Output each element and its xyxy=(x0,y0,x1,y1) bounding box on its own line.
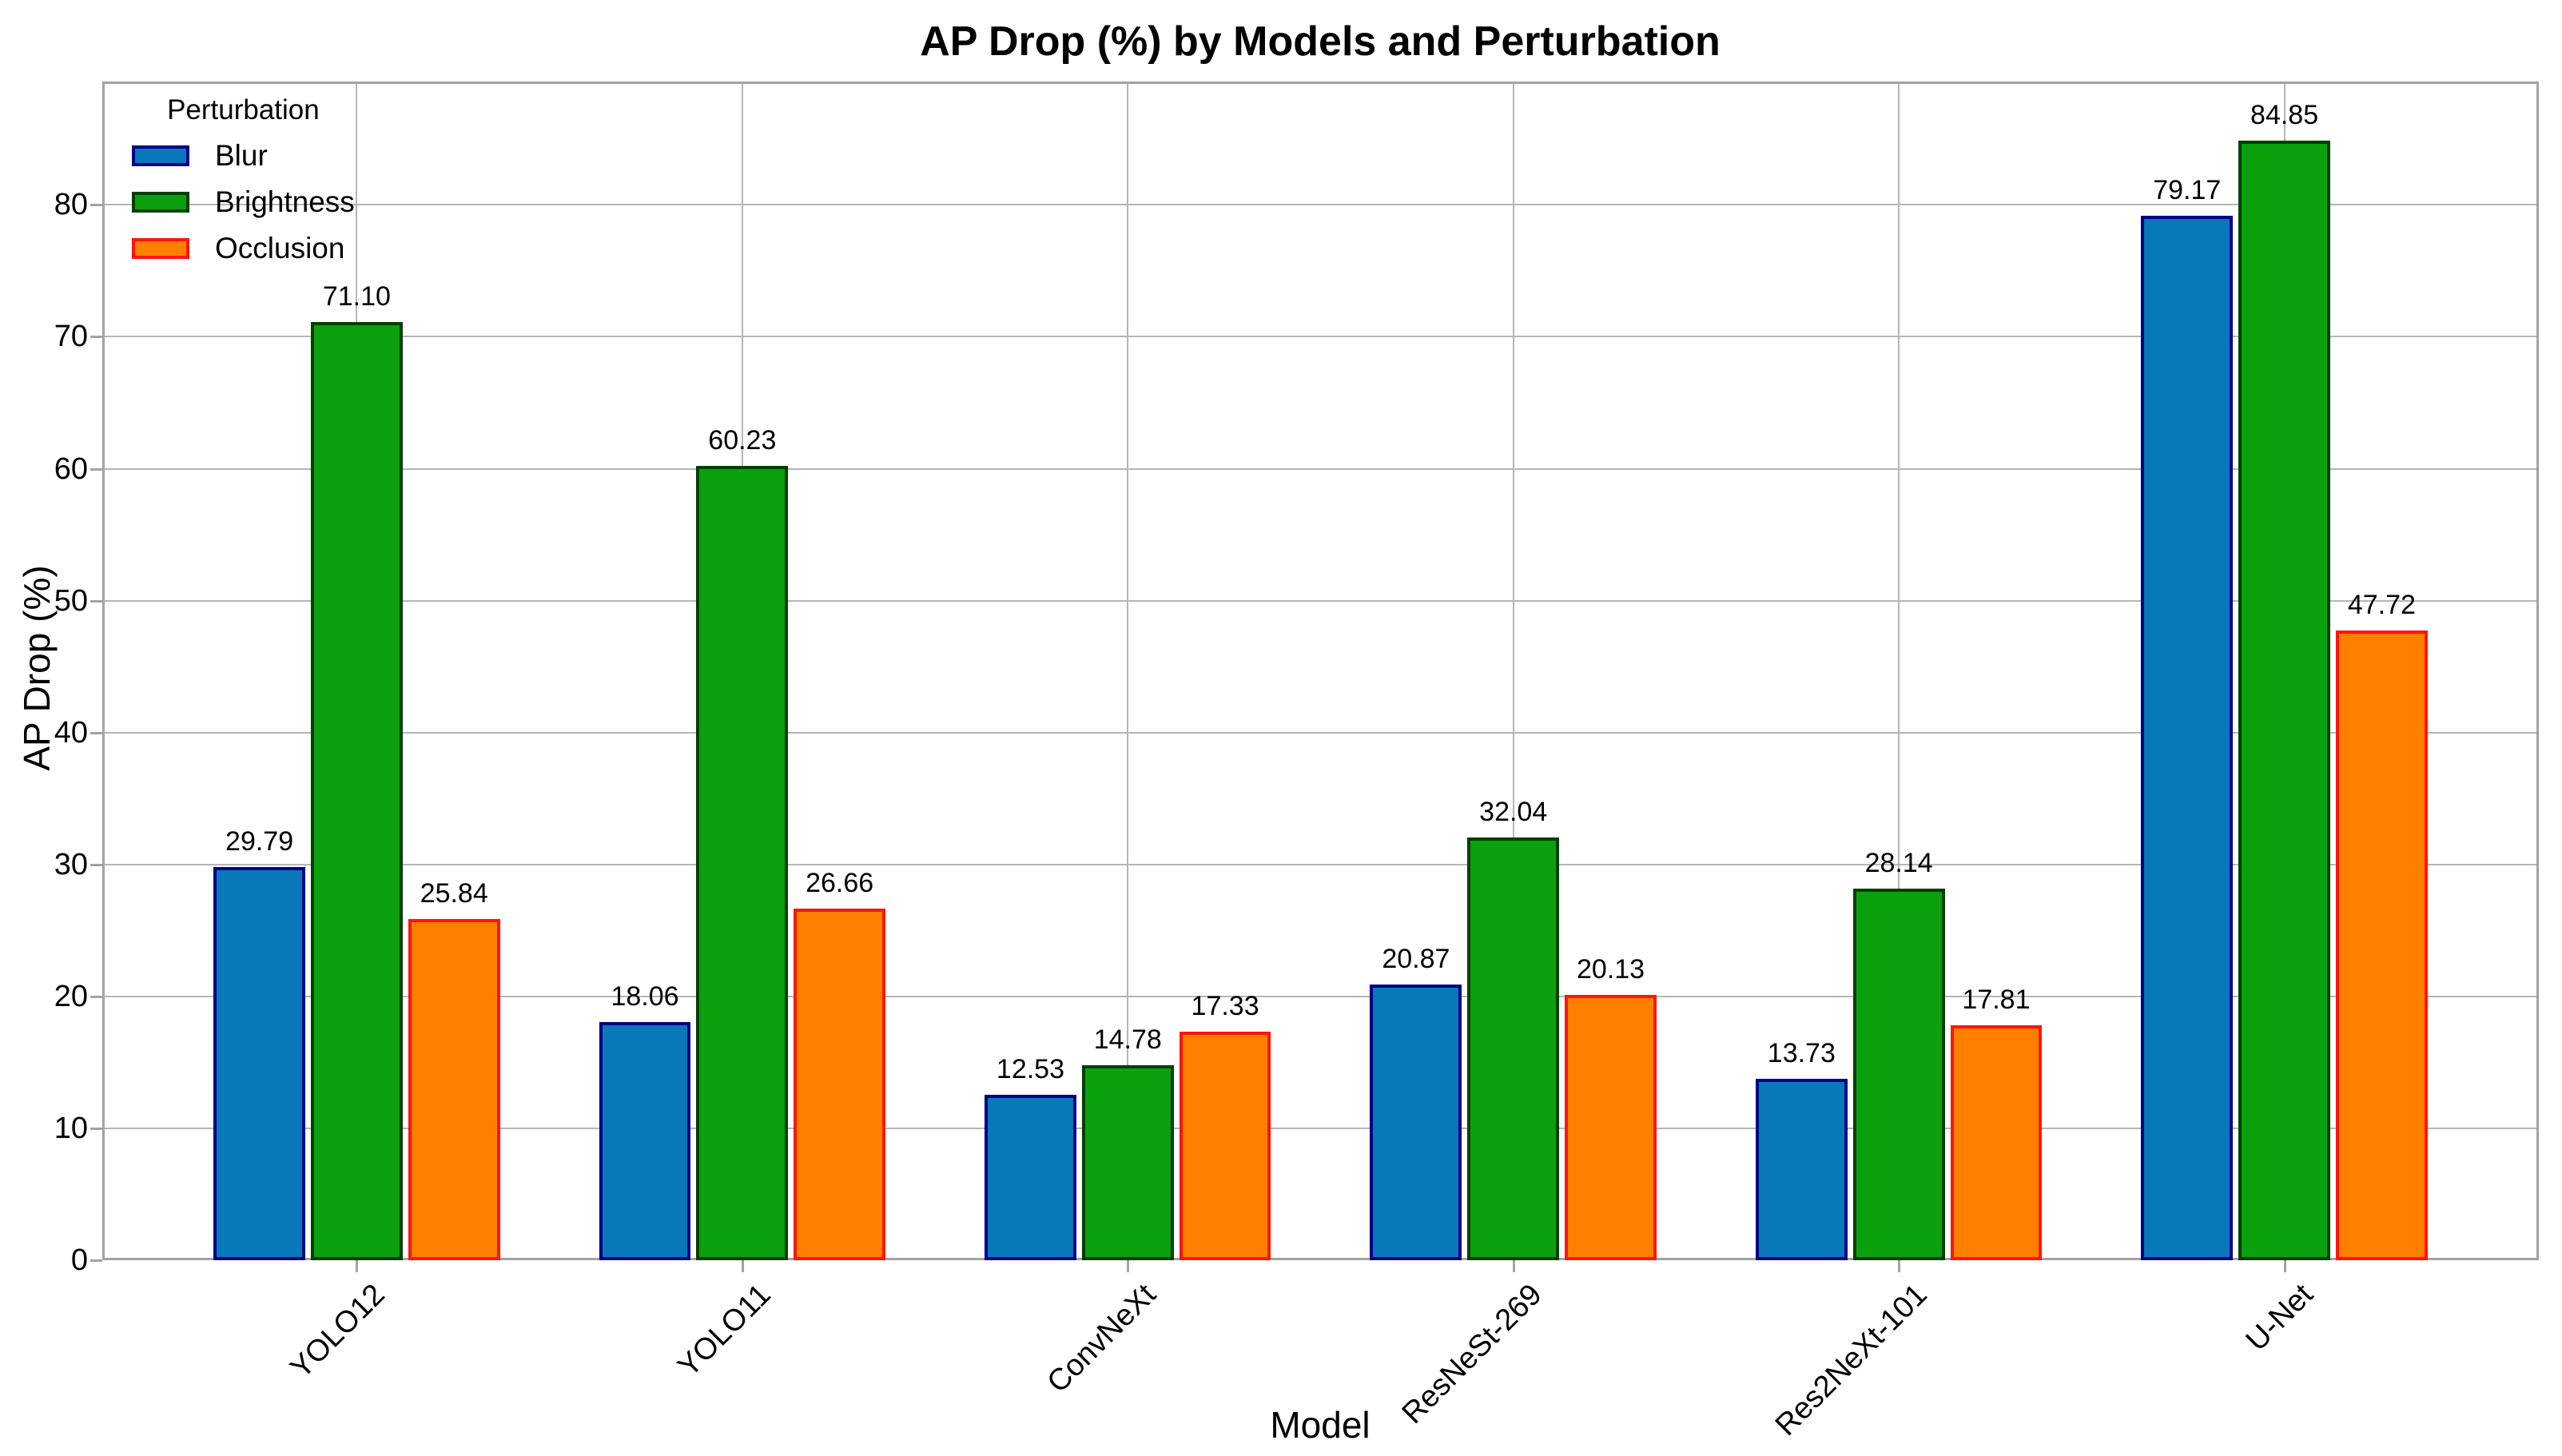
bar-YOLO12-Occlusion xyxy=(408,919,500,1260)
legend-title: Perturbation xyxy=(167,94,320,125)
bar-value-label-YOLO12-Brightness: 71.10 xyxy=(322,281,391,312)
x-tick-mark-U-Net xyxy=(2283,1260,2286,1272)
legend-swatch-brightness xyxy=(132,192,189,213)
x-tick-label-ConvNeXt: ConvNeXt xyxy=(1040,1278,1163,1400)
bar-value-label-U-Net-Occlusion: 47.72 xyxy=(2347,590,2416,621)
legend-item-Blur: Blur xyxy=(132,139,355,173)
x-tick-label-Res2NeXt-101: Res2NeXt-101 xyxy=(1768,1278,1934,1442)
y-tick-mark-0 xyxy=(90,1259,102,1262)
bar-ConvNeXt-Brightness xyxy=(1081,1065,1174,1260)
y-tick-label-20: 20 xyxy=(54,979,88,1013)
legend-label-brightness: Brightness xyxy=(215,185,355,218)
x-tick-label-YOLO12: YOLO12 xyxy=(284,1278,392,1386)
legend-items: Blur Brightness Occlusion xyxy=(132,139,355,265)
bar-U-Net-Occlusion xyxy=(2335,631,2428,1260)
legend-label-occlusion: Occlusion xyxy=(215,232,345,265)
chart-title: AP Drop (%) by Models and Perturbation xyxy=(920,18,1721,65)
y-tick-mark-20 xyxy=(90,995,102,998)
bar-value-label-Res2NeXt-101-Brightness: 28.14 xyxy=(1864,848,1933,879)
bar-YOLO11-Brightness xyxy=(696,465,789,1260)
y-tick-mark-50 xyxy=(90,599,102,603)
y-gridline-70 xyxy=(102,336,2539,338)
bar-ConvNeXt-Blur xyxy=(985,1095,1076,1260)
bar-ResNeSt-269-Blur xyxy=(1370,985,1462,1260)
x-tick-mark-YOLO11 xyxy=(741,1260,744,1272)
bar-value-label-YOLO12-Blur: 29.79 xyxy=(225,826,294,857)
bar-Res2NeXt-101-Occlusion xyxy=(1950,1025,2043,1260)
y-gridline-50 xyxy=(102,599,2539,602)
y-tick-mark-10 xyxy=(90,1127,102,1130)
y-tick-mark-40 xyxy=(90,731,102,734)
x-tick-mark-ResNeSt-269 xyxy=(1512,1260,1515,1272)
y-tick-mark-70 xyxy=(90,336,102,339)
y-tick-label-0: 0 xyxy=(70,1243,88,1277)
bar-value-label-ConvNeXt-Occlusion: 17.33 xyxy=(1191,990,1259,1021)
y-tick-label-30: 30 xyxy=(54,847,88,881)
x-axis-label: Model xyxy=(1270,1404,1371,1446)
bar-value-label-YOLO11-Brightness: 60.23 xyxy=(708,424,777,455)
bar-value-label-U-Net-Blur: 79.17 xyxy=(2153,175,2222,206)
bar-value-label-YOLO12-Occlusion: 25.84 xyxy=(420,878,488,909)
bar-YOLO11-Occlusion xyxy=(794,908,886,1260)
y-tick-mark-30 xyxy=(90,863,102,866)
bar-Res2NeXt-101-Brightness xyxy=(1852,889,1945,1260)
y-gridline-10 xyxy=(102,1127,2539,1129)
bar-value-label-ConvNeXt-Brightness: 14.78 xyxy=(1093,1024,1162,1056)
x-gridline-ResNeSt-269 xyxy=(1512,82,1514,1260)
bar-Res2NeXt-101-Blur xyxy=(1755,1079,1848,1260)
bar-YOLO12-Brightness xyxy=(310,322,403,1260)
bar-U-Net-Blur xyxy=(2141,216,2234,1260)
x-tick-label-U-Net: U-Net xyxy=(2239,1278,2320,1358)
bar-U-Net-Brightness xyxy=(2238,141,2330,1260)
y-gridline-60 xyxy=(102,467,2539,470)
bar-ConvNeXt-Occlusion xyxy=(1179,1031,1271,1260)
bar-value-label-YOLO11-Occlusion: 26.66 xyxy=(806,867,874,898)
bar-value-label-YOLO11-Blur: 18.06 xyxy=(611,981,679,1012)
y-gridline-30 xyxy=(102,863,2539,865)
x-gridline-Res2NeXt-101 xyxy=(1898,82,1900,1260)
x-tick-label-ResNeSt-269: ResNeSt-269 xyxy=(1395,1278,1549,1431)
y-gridline-40 xyxy=(102,731,2539,734)
bar-value-label-Res2NeXt-101-Occlusion: 17.81 xyxy=(1962,985,2031,1015)
bar-value-label-Res2NeXt-101-Blur: 13.73 xyxy=(1767,1038,1836,1069)
y-tick-label-60: 60 xyxy=(54,452,88,486)
legend-item-Brightness: Brightness xyxy=(132,185,355,219)
x-tick-label-YOLO11: YOLO11 xyxy=(671,1278,778,1384)
legend-item-Occlusion: Occlusion xyxy=(132,232,355,265)
bar-ResNeSt-269-Occlusion xyxy=(1565,994,1657,1260)
x-tick-mark-ConvNeXt xyxy=(1127,1260,1130,1272)
y-tick-label-80: 80 xyxy=(54,188,88,222)
legend: Perturbation Blur Brightness Occlusion xyxy=(132,94,355,278)
y-tick-label-10: 10 xyxy=(54,1111,88,1145)
x-tick-mark-YOLO12 xyxy=(356,1260,359,1272)
x-gridline-ConvNeXt xyxy=(1127,82,1129,1260)
y-tick-label-70: 70 xyxy=(54,320,88,354)
y-gridline-20 xyxy=(102,995,2539,997)
legend-label-blur: Blur xyxy=(215,139,268,172)
y-tick-mark-80 xyxy=(90,204,102,207)
bar-value-label-ResNeSt-269-Blur: 20.87 xyxy=(1382,944,1450,975)
bar-YOLO11-Blur xyxy=(599,1021,691,1260)
y-gridline-80 xyxy=(102,204,2539,206)
bar-value-label-ResNeSt-269-Brightness: 32.04 xyxy=(1479,797,1548,828)
y-axis-label: AP Drop (%) xyxy=(16,565,58,771)
legend-swatch-blur xyxy=(132,145,189,166)
bar-layer: 29.79 18.06 12.53 20.87 13.73 79.17 71.10 60.23… xyxy=(102,82,2539,1260)
legend-swatch-occlusion xyxy=(132,238,189,259)
bar-ResNeSt-269-Brightness xyxy=(1467,837,1560,1260)
bar-value-label-ConvNeXt-Blur: 12.53 xyxy=(996,1054,1064,1085)
x-tick-mark-Res2NeXt-101 xyxy=(1898,1260,1901,1272)
bar-value-label-ResNeSt-269-Occlusion: 20.13 xyxy=(1576,953,1645,985)
plot-area xyxy=(102,82,2539,1260)
bar-value-label-U-Net-Brightness: 84.85 xyxy=(2250,100,2319,131)
y-tick-mark-60 xyxy=(90,467,102,471)
bar-YOLO12-Blur xyxy=(213,867,305,1260)
